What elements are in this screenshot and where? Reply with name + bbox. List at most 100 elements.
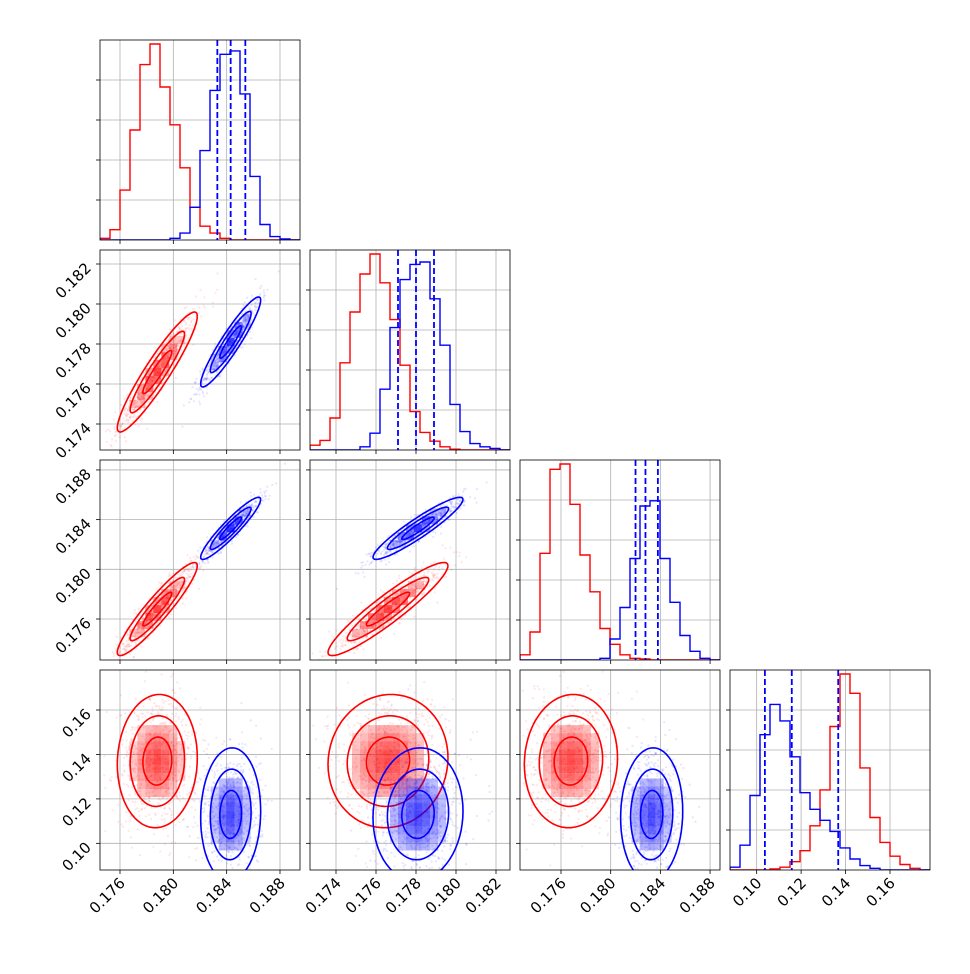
sample-point bbox=[168, 616, 170, 618]
sample-point bbox=[123, 757, 125, 759]
sample-point bbox=[127, 775, 129, 777]
sample-point bbox=[158, 705, 160, 707]
sample-point bbox=[189, 576, 191, 578]
sample-point bbox=[230, 771, 232, 773]
sample-point bbox=[134, 793, 136, 795]
sample-point bbox=[125, 731, 127, 733]
sample-point bbox=[396, 580, 398, 582]
sample-point bbox=[215, 292, 217, 294]
sample-point bbox=[339, 648, 341, 650]
sample-point bbox=[250, 304, 252, 306]
sample-point bbox=[380, 589, 382, 591]
sample-point bbox=[384, 544, 386, 546]
sample-point bbox=[148, 698, 150, 700]
sample-point bbox=[352, 615, 354, 617]
sample-point bbox=[178, 821, 180, 823]
sample-point bbox=[151, 707, 153, 709]
sample-point bbox=[197, 550, 199, 552]
sample-point bbox=[191, 799, 193, 801]
sample-point bbox=[125, 414, 127, 416]
sample-point bbox=[257, 511, 259, 513]
sample-point bbox=[476, 502, 478, 504]
sample-point bbox=[433, 561, 435, 563]
sample-point bbox=[257, 302, 259, 304]
sample-point bbox=[326, 661, 328, 663]
sample-point bbox=[165, 700, 167, 702]
sample-point bbox=[433, 568, 435, 570]
sample-point bbox=[120, 404, 122, 406]
panel-1-1 bbox=[306, 250, 510, 454]
sample-point bbox=[137, 716, 139, 718]
density-cell bbox=[161, 765, 169, 773]
sample-point bbox=[264, 498, 266, 500]
sample-point bbox=[185, 306, 187, 308]
sample-point bbox=[214, 876, 216, 878]
sample-point bbox=[199, 370, 201, 372]
sample-point bbox=[185, 724, 187, 726]
sample-point bbox=[250, 495, 252, 497]
sample-point bbox=[119, 715, 121, 717]
sample-point bbox=[284, 463, 286, 465]
sample-point bbox=[195, 558, 197, 560]
sample-point bbox=[182, 719, 184, 721]
sample-point bbox=[438, 569, 440, 571]
sample-point bbox=[416, 591, 418, 593]
sample-point bbox=[186, 573, 188, 575]
sample-point bbox=[251, 326, 253, 328]
sample-point bbox=[114, 434, 116, 436]
sample-point bbox=[259, 293, 261, 295]
sample-point bbox=[115, 440, 117, 442]
sample-point bbox=[185, 758, 187, 760]
sample-point bbox=[451, 500, 453, 502]
sample-point bbox=[189, 324, 191, 326]
sample-point bbox=[190, 569, 192, 571]
sample-point bbox=[215, 737, 217, 739]
sample-point bbox=[206, 374, 208, 376]
sample-point bbox=[180, 349, 182, 351]
sample-point bbox=[172, 673, 174, 675]
sample-point bbox=[196, 388, 198, 390]
sample-point bbox=[128, 645, 130, 647]
sample-point bbox=[161, 699, 163, 701]
sample-point bbox=[335, 642, 337, 644]
sample-point bbox=[146, 805, 148, 807]
density-cell bbox=[137, 757, 145, 765]
density-cell bbox=[227, 524, 235, 532]
sample-point bbox=[335, 630, 337, 632]
sample-point bbox=[150, 713, 152, 715]
sample-point bbox=[342, 635, 344, 637]
sample-point bbox=[189, 766, 191, 768]
sample-point bbox=[351, 624, 353, 626]
sample-point bbox=[207, 836, 209, 838]
sample-point bbox=[260, 285, 262, 287]
sample-point bbox=[158, 350, 160, 352]
sample-point bbox=[456, 512, 458, 514]
sample-point bbox=[130, 739, 132, 741]
sample-point bbox=[214, 343, 216, 345]
sample-point bbox=[428, 570, 430, 572]
sample-point bbox=[385, 563, 387, 565]
sample-point bbox=[140, 420, 142, 422]
density-cell bbox=[161, 789, 169, 797]
sample-point bbox=[204, 553, 206, 555]
sample-point bbox=[455, 503, 457, 505]
sample-point bbox=[179, 795, 181, 797]
sample-point bbox=[121, 744, 123, 746]
sample-point bbox=[155, 705, 157, 707]
sample-point bbox=[141, 418, 143, 420]
sample-point bbox=[357, 573, 359, 575]
sample-point bbox=[120, 694, 122, 696]
sample-point bbox=[195, 732, 197, 734]
sample-point bbox=[204, 775, 206, 777]
sample-point bbox=[211, 377, 213, 379]
sample-point bbox=[321, 663, 323, 665]
sample-point bbox=[121, 667, 123, 669]
panel-2-1 bbox=[287, 460, 510, 691]
sample-point bbox=[306, 676, 308, 678]
sample-point bbox=[204, 306, 206, 308]
sample-point bbox=[125, 811, 127, 813]
sample-point bbox=[117, 664, 119, 666]
sample-point bbox=[198, 401, 200, 403]
density-cell bbox=[145, 725, 153, 733]
sample-point bbox=[266, 486, 268, 488]
